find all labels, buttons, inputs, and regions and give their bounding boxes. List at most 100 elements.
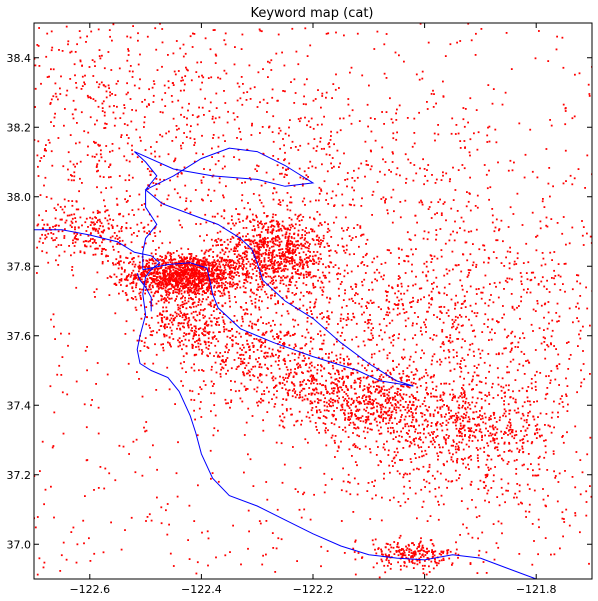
scatter-point <box>245 217 248 220</box>
scatter-point <box>276 336 278 338</box>
scatter-point <box>420 412 422 414</box>
scatter-point <box>415 343 418 346</box>
scatter-point <box>401 548 403 550</box>
scatter-point <box>184 52 187 55</box>
scatter-point <box>399 393 401 395</box>
scatter-point <box>427 424 429 426</box>
scatter-point <box>467 274 470 277</box>
scatter-point <box>68 214 71 217</box>
scatter-point <box>105 123 108 125</box>
scatter-point <box>457 411 460 414</box>
scatter-point <box>331 387 333 390</box>
scatter-point <box>283 253 286 255</box>
scatter-point <box>144 268 147 271</box>
scatter-point <box>303 387 306 390</box>
scatter-point <box>275 230 278 232</box>
scatter-point <box>280 254 283 257</box>
scatter-point <box>162 273 165 276</box>
scatter-point <box>399 534 402 537</box>
scatter-point <box>364 419 367 421</box>
scatter-point <box>310 382 312 385</box>
scatter-point <box>124 179 127 182</box>
scatter-point <box>417 550 420 552</box>
scatter-point <box>217 269 220 271</box>
scatter-point <box>220 269 223 271</box>
scatter-point <box>181 264 183 266</box>
scatter-point <box>198 407 201 410</box>
scatter-point <box>308 357 310 360</box>
scatter-point <box>117 80 119 83</box>
scatter-point <box>393 553 396 555</box>
scatter-point <box>323 409 326 412</box>
scatter-point <box>92 221 95 224</box>
scatter-point <box>258 253 261 256</box>
scatter-point <box>342 245 345 248</box>
scatter-point <box>406 422 409 425</box>
scatter-point <box>100 236 102 238</box>
scatter-point <box>270 59 273 62</box>
scatter-point <box>251 252 254 254</box>
scatter-point <box>301 399 304 402</box>
scatter-point <box>164 299 167 302</box>
scatter-point <box>186 281 189 284</box>
scatter-point <box>76 122 78 124</box>
scatter-point <box>460 216 463 219</box>
scatter-point <box>361 364 364 367</box>
scatter-point <box>484 416 487 419</box>
scatter-point <box>277 261 280 263</box>
scatter-point <box>343 391 346 393</box>
scatter-point <box>36 224 39 227</box>
scatter-point <box>67 43 69 46</box>
scatter-point <box>419 405 422 408</box>
scatter-point <box>286 249 289 251</box>
scatter-point <box>353 443 356 445</box>
scatter-point <box>412 360 415 363</box>
scatter-point <box>232 237 235 239</box>
scatter-point <box>314 286 317 288</box>
scatter-point <box>399 201 402 203</box>
scatter-point <box>346 402 348 405</box>
scatter-point <box>311 392 314 395</box>
scatter-point <box>508 267 511 270</box>
scatter-point <box>488 455 490 457</box>
scatter-point <box>408 551 411 553</box>
scatter-point <box>257 71 260 74</box>
scatter-point <box>324 384 327 387</box>
scatter-point <box>292 383 295 386</box>
scatter-point <box>333 423 336 426</box>
scatter-point <box>426 392 428 394</box>
scatter-point <box>441 446 444 449</box>
scatter-point <box>272 245 275 248</box>
scatter-point <box>184 275 187 278</box>
scatter-point <box>326 409 328 412</box>
scatter-point <box>265 267 268 270</box>
scatter-point <box>266 411 269 413</box>
scatter-point <box>466 276 469 278</box>
scatter-point <box>455 328 457 331</box>
scatter-point <box>208 317 211 320</box>
scatter-point <box>392 431 395 434</box>
scatter-point <box>256 250 259 253</box>
scatter-point <box>412 322 414 325</box>
scatter-point <box>234 266 237 269</box>
scatter-point <box>73 179 75 182</box>
scatter-point <box>160 294 162 297</box>
scatter-point <box>277 224 280 226</box>
scatter-point <box>215 282 218 285</box>
scatter-point <box>462 448 465 451</box>
scatter-point <box>175 270 178 272</box>
scatter-point <box>228 259 231 261</box>
scatter-point <box>484 434 486 437</box>
scatter-point <box>341 389 344 391</box>
scatter-point <box>191 347 194 349</box>
scatter-point <box>195 285 198 288</box>
scatter-point <box>282 255 285 258</box>
scatter-point <box>310 392 313 395</box>
scatter-point <box>43 223 46 226</box>
scatter-point <box>177 278 180 280</box>
scatter-point <box>268 390 270 393</box>
scatter-point <box>206 290 209 293</box>
scatter-point <box>434 446 436 449</box>
scatter-point <box>180 292 183 295</box>
scatter-point <box>83 130 86 133</box>
